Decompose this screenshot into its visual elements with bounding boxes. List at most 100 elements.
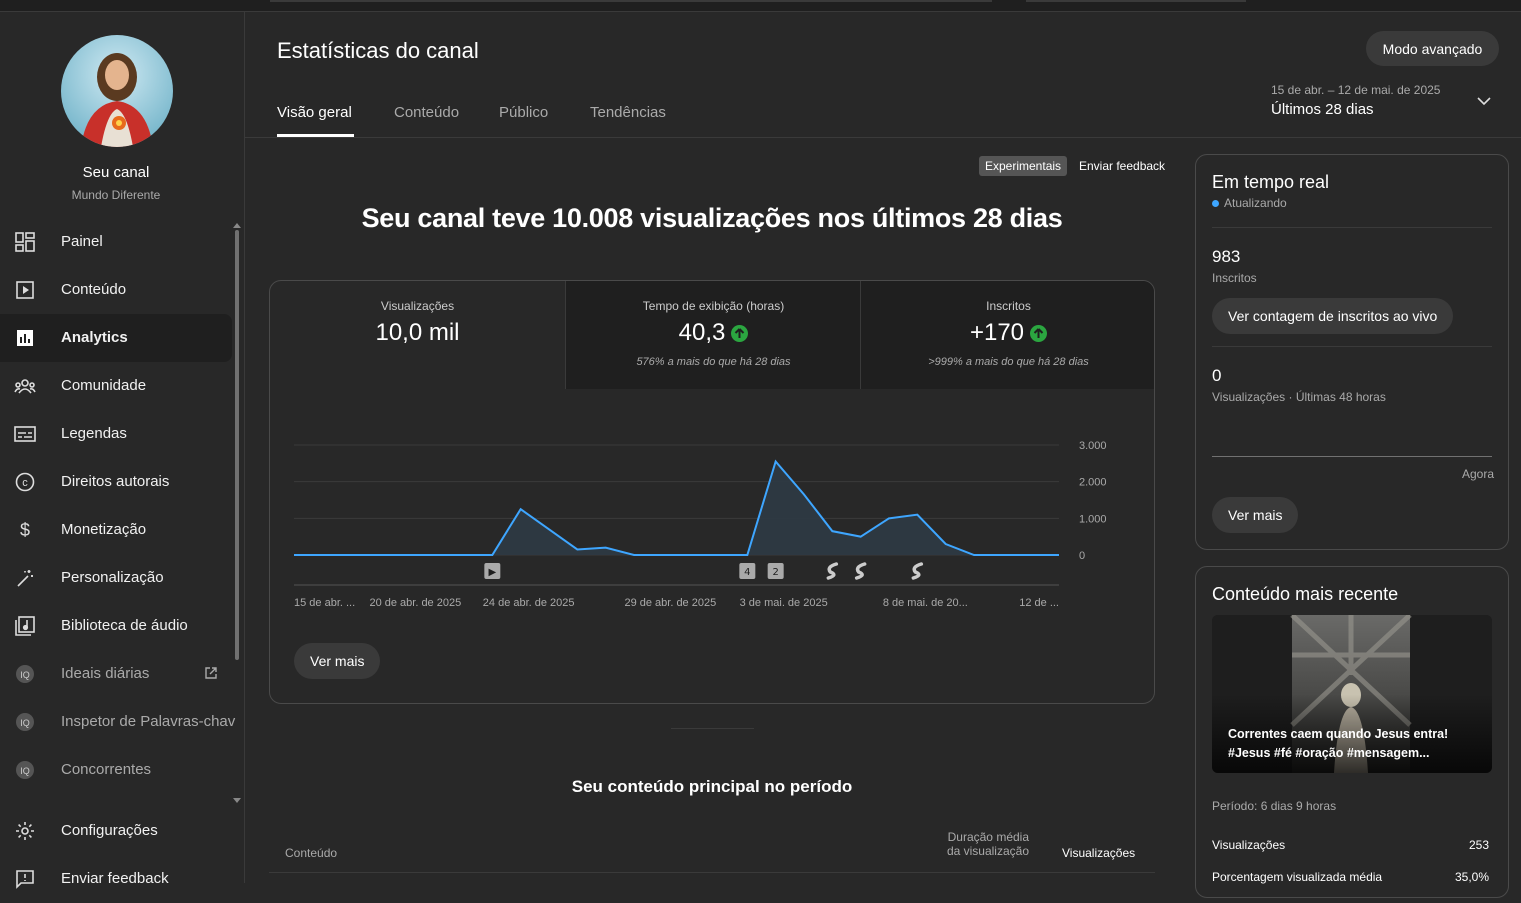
sidebar-bottom-nav: Configurações Enviar feedback xyxy=(0,807,232,903)
sidebar-item-inspetor-palavras[interactable]: IQ Inspetor de Palavras-chav xyxy=(0,698,232,746)
sidebar-item-label: Biblioteca de áudio xyxy=(61,617,188,634)
metric-views[interactable]: Visualizações 10,0 mil xyxy=(270,281,565,389)
send-feedback-link[interactable]: Enviar feedback xyxy=(1079,159,1165,173)
scroll-up-icon[interactable] xyxy=(233,222,241,228)
arrow-up-icon xyxy=(731,325,748,342)
live-dot-icon xyxy=(1212,200,1219,207)
sidebar-item-label: Direitos autorais xyxy=(61,473,169,490)
sidebar-item-label: Enviar feedback xyxy=(61,870,169,887)
realtime-status-text: Atualizando xyxy=(1224,196,1287,210)
video-marker[interactable] xyxy=(828,564,836,578)
experimental-badge: Experimentais xyxy=(979,156,1067,176)
marker-label: ▶ xyxy=(488,567,496,578)
scroll-down-icon[interactable] xyxy=(233,798,241,804)
date-range-label[interactable]: Últimos 28 dias xyxy=(1271,101,1374,118)
video-marker[interactable]: ▶ xyxy=(484,563,500,579)
page-title: Estatísticas do canal xyxy=(277,38,479,64)
svg-text:IQ: IQ xyxy=(20,766,30,776)
metric-comparison: >999% a mais do que há 28 dias xyxy=(861,356,1155,368)
sidebar-item-ideais-diarias[interactable]: IQ Ideais diárias xyxy=(0,650,232,698)
sidebar-item-concorrentes[interactable]: IQ Concorrentes xyxy=(0,746,232,794)
chevron-down-icon[interactable] xyxy=(1477,96,1491,106)
sidebar-item-label: Configurações xyxy=(61,822,158,839)
column-header-views[interactable]: Visualizações xyxy=(1062,846,1135,860)
sidebar-item-personalizacao[interactable]: Personalização xyxy=(0,554,232,602)
column-header-line: Duração média xyxy=(930,830,1029,844)
svg-text:$: $ xyxy=(20,520,30,540)
section-divider xyxy=(671,728,754,729)
svg-text:IQ: IQ xyxy=(20,670,30,680)
dollar-icon: $ xyxy=(14,520,36,540)
column-header-avg-duration[interactable]: Duração média da visualização xyxy=(930,830,1029,858)
stat-value: 35,0% xyxy=(1455,870,1489,884)
sidebar-item-label: Legendas xyxy=(61,425,127,442)
tab-tendencias[interactable]: Tendências xyxy=(590,104,666,121)
metric-watch-time[interactable]: Tempo de exibição (horas) 40,3 576% a ma… xyxy=(565,281,861,389)
external-link-icon xyxy=(204,666,218,684)
video-marker[interactable]: 2 xyxy=(768,563,784,579)
sidebar-item-enviar-feedback[interactable]: Enviar feedback xyxy=(0,855,232,903)
marker-label: 4 xyxy=(744,567,750,578)
copyright-icon: c xyxy=(14,472,36,492)
tab-visao-geral[interactable]: Visão geral xyxy=(277,104,352,121)
realtime-card: Em tempo real Atualizando 983 Inscritos … xyxy=(1195,154,1509,550)
see-more-button[interactable]: Ver mais xyxy=(294,643,380,679)
metric-value-text: 40,3 xyxy=(679,319,726,347)
sidebar-item-analytics[interactable]: Analytics xyxy=(0,314,232,362)
sidebar-item-label: Monetização xyxy=(61,521,146,538)
tab-publico[interactable]: Público xyxy=(499,104,548,121)
column-header-content[interactable]: Conteúdo xyxy=(285,846,337,860)
metric-value-text: +170 xyxy=(970,319,1024,347)
y-tick-label: 3.000 xyxy=(1079,440,1107,452)
date-range-text[interactable]: 15 de abr. – 12 de mai. de 2025 xyxy=(1271,83,1440,97)
vidiq-icon: IQ xyxy=(14,712,36,732)
x-tick-label: 24 de abr. de 2025 xyxy=(483,597,575,609)
sidebar-item-configuracoes[interactable]: Configurações xyxy=(0,807,232,855)
video-marker[interactable] xyxy=(913,564,921,578)
metric-value: 40,3 xyxy=(566,319,861,347)
sidebar-item-label: Personalização xyxy=(61,569,164,586)
recent-content-card: Conteúdo mais recente Correntes caem qua… xyxy=(1195,566,1509,898)
video-marker[interactable]: 4 xyxy=(739,563,755,579)
sidebar-nav: Painel Conteúdo Analytics Comunidade Leg… xyxy=(0,218,232,794)
sidebar-item-conteudo[interactable]: Conteúdo xyxy=(0,266,232,314)
realtime-see-more-button[interactable]: Ver mais xyxy=(1212,497,1298,533)
live-subscriber-count-button[interactable]: Ver contagem de inscritos ao vivo xyxy=(1212,298,1453,334)
video-marker[interactable] xyxy=(857,564,865,578)
sidebar-scrollbar[interactable] xyxy=(235,230,239,660)
channel-avatar[interactable] xyxy=(61,35,173,147)
analytics-icon xyxy=(14,328,36,348)
community-icon xyxy=(14,376,36,396)
metric-subscribers[interactable]: Inscritos +170 >999% a mais do que há 28… xyxy=(860,281,1155,389)
recent-stat-row: Porcentagem visualizada média 35,0% xyxy=(1212,870,1489,884)
channel-name: Seu canal xyxy=(0,164,232,181)
x-tick-label: 3 de mai. de 2025 xyxy=(740,597,828,609)
tab-conteudo[interactable]: Conteúdo xyxy=(394,104,459,121)
sidebar-item-legendas[interactable]: Legendas xyxy=(0,410,232,458)
svg-text:c: c xyxy=(22,477,28,489)
sidebar-item-biblioteca-audio[interactable]: Biblioteca de áudio xyxy=(0,602,232,650)
video-title[interactable]: Correntes caem quando Jesus entra! #Jesu… xyxy=(1228,725,1478,763)
x-tick-label: 29 de abr. de 2025 xyxy=(624,597,716,609)
marker-label: 2 xyxy=(772,567,778,578)
advanced-mode-button[interactable]: Modo avançado xyxy=(1366,31,1499,66)
sidebar-item-painel[interactable]: Painel xyxy=(0,218,232,266)
sidebar-item-direitos-autorais[interactable]: c Direitos autorais xyxy=(0,458,232,506)
vidiq-icon: IQ xyxy=(14,664,36,684)
sidebar-item-comunidade[interactable]: Comunidade xyxy=(0,362,232,410)
sidebar-item-monetizacao[interactable]: $ Monetização xyxy=(0,506,232,554)
overview-card: Visualizações 10,0 mil Tempo de exibição… xyxy=(269,280,1155,704)
y-tick-label: 2.000 xyxy=(1079,477,1107,489)
divider xyxy=(1212,346,1492,347)
x-tick-label: 15 de abr. ... xyxy=(294,597,355,609)
sidebar-item-label: Painel xyxy=(61,233,103,250)
stat-label: Visualizações xyxy=(1212,838,1285,852)
recent-period: Período: 6 dias 9 horas xyxy=(1212,799,1336,813)
x-tick-label: 12 de ... xyxy=(1019,597,1059,609)
divider xyxy=(1212,227,1492,228)
recent-content-title: Conteúdo mais recente xyxy=(1212,584,1398,605)
gear-icon xyxy=(14,821,36,841)
x-tick-label: 20 de abr. de 2025 xyxy=(369,597,461,609)
metric-value: 10,0 mil xyxy=(270,319,565,347)
